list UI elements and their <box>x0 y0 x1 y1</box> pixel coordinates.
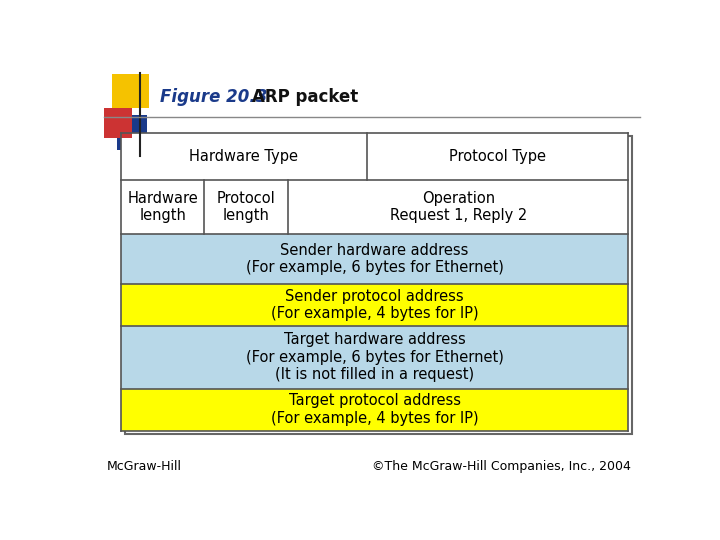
Bar <box>121 388 629 431</box>
Text: Hardware
length: Hardware length <box>127 191 198 223</box>
Text: Protocol
length: Protocol length <box>217 191 276 223</box>
Text: McGraw-Hill: McGraw-Hill <box>107 460 181 473</box>
Text: Sender hardware address
(For example, 6 bytes for Ethernet): Sender hardware address (For example, 6 … <box>246 243 503 275</box>
Bar <box>121 234 629 284</box>
Text: Figure 20.3: Figure 20.3 <box>160 88 267 106</box>
Bar <box>121 284 629 326</box>
Text: Sender protocol address
(For example, 4 bytes for IP): Sender protocol address (For example, 4 … <box>271 289 478 321</box>
Bar <box>121 326 629 388</box>
Bar <box>117 114 148 150</box>
Text: Target hardware address
(For example, 6 bytes for Ethernet)
(It is not filled in: Target hardware address (For example, 6 … <box>246 333 503 382</box>
Bar <box>121 180 204 234</box>
Text: Hardware Type: Hardware Type <box>189 149 298 164</box>
Text: Operation
Request 1, Reply 2: Operation Request 1, Reply 2 <box>390 191 527 223</box>
Text: Target protocol address
(For example, 4 bytes for IP): Target protocol address (For example, 4 … <box>271 394 478 426</box>
Bar <box>288 180 629 234</box>
Text: ©The McGraw-Hill Companies, Inc., 2004: ©The McGraw-Hill Companies, Inc., 2004 <box>372 460 631 473</box>
Bar <box>204 180 288 234</box>
Bar <box>121 133 367 180</box>
Bar <box>367 133 629 180</box>
Text: ARP packet: ARP packet <box>252 88 358 106</box>
Text: Protocol Type: Protocol Type <box>449 149 546 164</box>
Bar <box>104 109 132 138</box>
Bar <box>125 136 632 434</box>
Bar <box>112 75 148 109</box>
